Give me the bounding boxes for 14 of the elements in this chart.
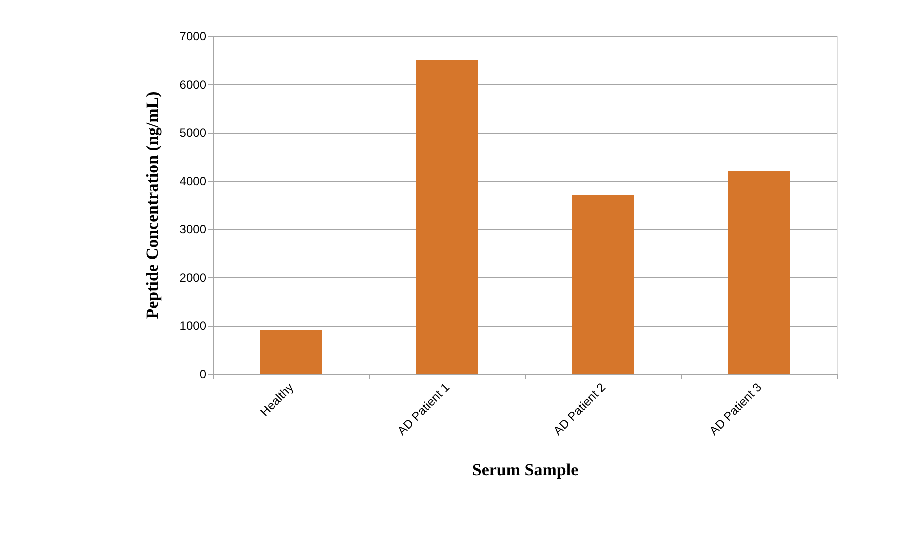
y-tick-label: 1000 <box>180 319 207 334</box>
y-tick-label: 4000 <box>180 174 207 188</box>
x-axis-title: Serum Sample <box>472 460 580 480</box>
y-tick-label: 6000 <box>180 78 207 92</box>
y-axis-title: Peptide Concentration (ng/mL) <box>142 92 162 320</box>
bar <box>416 60 478 374</box>
y-tick-label: 5000 <box>180 126 207 140</box>
y-tick-label: 2000 <box>180 270 207 285</box>
y-tick-label: 7000 <box>180 30 207 44</box>
bar <box>260 330 322 374</box>
y-tick-label: 0 <box>200 368 207 382</box>
bar <box>572 195 634 374</box>
bar <box>728 171 790 374</box>
y-tick-label: 3000 <box>180 222 207 237</box>
